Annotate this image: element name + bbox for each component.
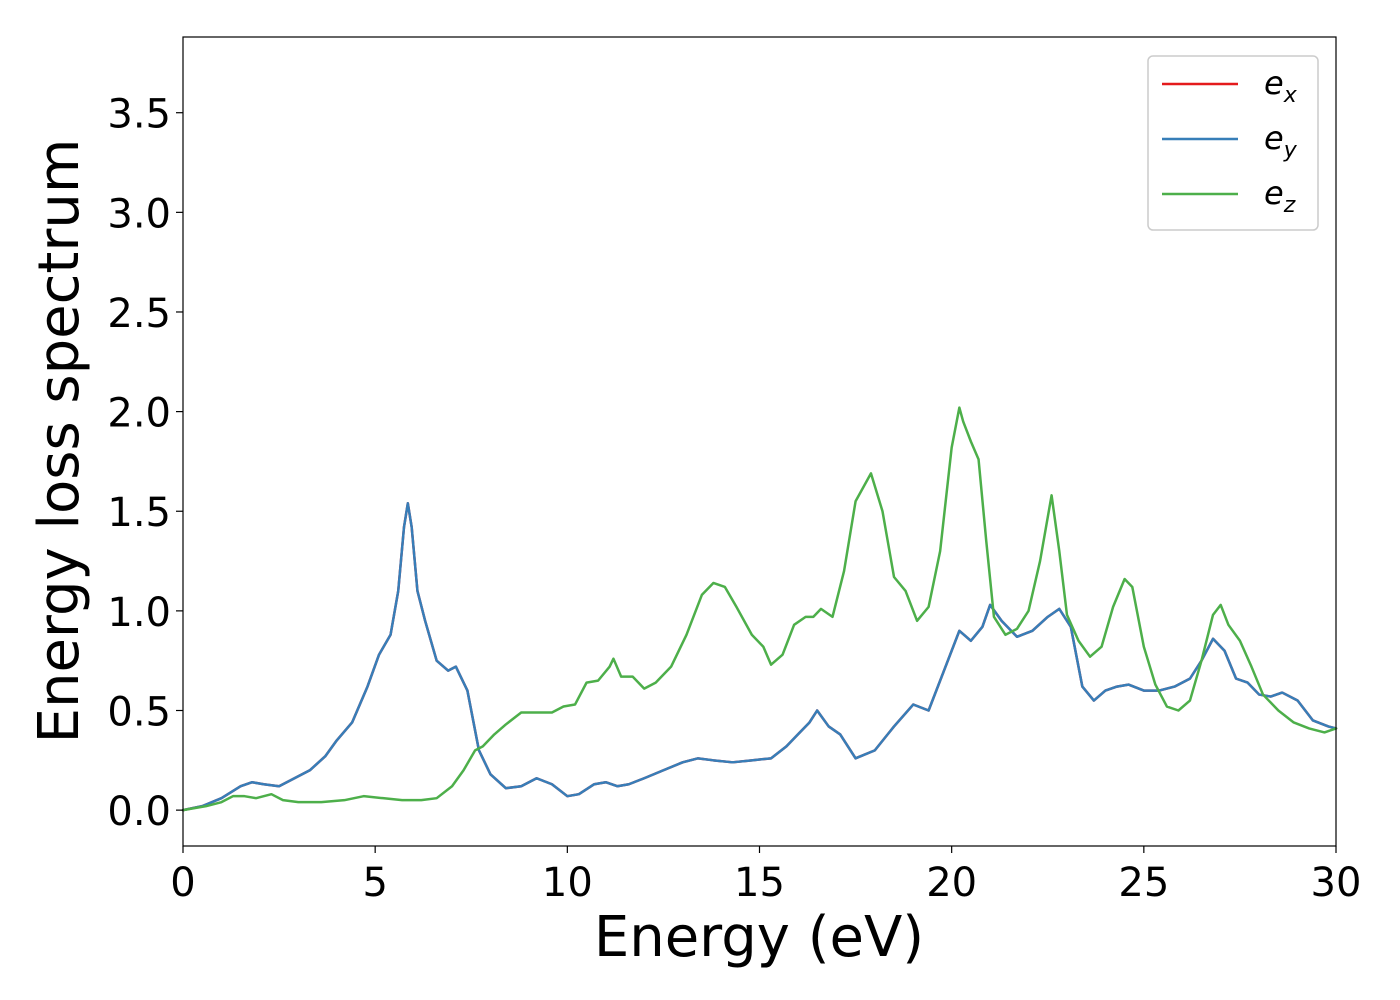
legend: ex ey ez: [1147, 55, 1319, 231]
x-tick-label: 20: [926, 860, 977, 906]
legend-label-ey: ey: [1264, 119, 1298, 163]
y-tick-label: 1.0: [107, 590, 171, 636]
y-tick-label: 3.5: [107, 92, 171, 138]
legend-items: ex ey ez: [1162, 64, 1298, 218]
legend-label-ex: ex: [1264, 64, 1298, 108]
y-tick-label: 3.0: [107, 191, 171, 237]
series-line-ex: [181, 502, 1338, 812]
y-axis: 0.0 0.5 1.0 1.5 2.0 2.5 3.0 3.5: [107, 92, 183, 835]
x-tick-label: 10: [542, 860, 593, 906]
x-tick-label: 0: [170, 860, 195, 906]
x-tick-label: 25: [1118, 860, 1169, 906]
y-tick-label: 1.5: [107, 490, 171, 536]
x-tick-label: 15: [734, 860, 785, 906]
y-tick-label: 2.5: [107, 291, 171, 337]
series-line-ez: [181, 406, 1338, 812]
y-tick-label: 0.0: [107, 789, 171, 835]
y-tick-label: 2.0: [107, 391, 171, 437]
lines-layer: [181, 406, 1338, 812]
series-line-ey: [181, 502, 1338, 812]
legend-label-ez: ez: [1264, 174, 1296, 218]
x-tick-label: 5: [362, 860, 387, 906]
legend-box: [1147, 55, 1319, 231]
x-axis: 0 5 10 15 20 25 30: [170, 846, 1361, 906]
x-tick-label: 30: [1311, 860, 1362, 906]
y-axis-label: Energy loss spectrum: [27, 139, 92, 744]
x-axis-label: Energy (eV): [594, 905, 924, 970]
y-tick-label: 0.5: [107, 690, 171, 736]
